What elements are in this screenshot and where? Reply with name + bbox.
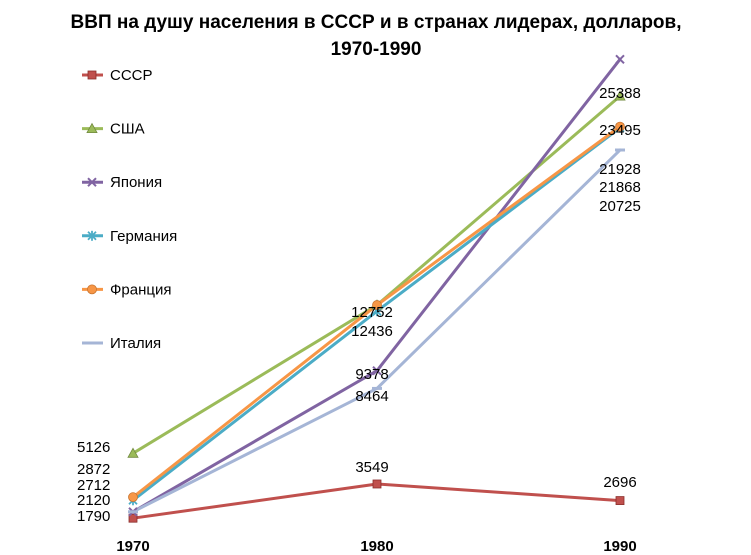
legend-label: СССР	[110, 67, 153, 84]
data-label-1980-8464: 8464	[355, 388, 388, 405]
data-label-1980-9378: 9378	[355, 366, 388, 383]
data-label-1980-3549: 3549	[355, 459, 388, 476]
data-label-1970-5126: 5126	[77, 439, 110, 456]
series-0-point-1990	[615, 496, 625, 505]
data-label-1970-2712: 2712	[77, 477, 110, 494]
data-label-1990-23495: 23495	[599, 122, 641, 139]
data-label-1990-25388: 25388	[599, 85, 641, 102]
data-label-1990-2696: 2696	[603, 474, 636, 491]
data-label-1980-12752: 12752	[351, 304, 393, 321]
legend-item-4: Франция	[82, 281, 171, 298]
series-0-point-1980	[372, 479, 382, 489]
data-label-1990-21868: 21868	[599, 179, 641, 196]
legend-item-1: США	[82, 121, 145, 138]
data-label-1970-2872: 2872	[77, 461, 110, 478]
legend-marker	[87, 177, 97, 187]
legend-label: Япония	[110, 174, 162, 191]
series-lines	[131, 57, 622, 520]
legend: СССР США Япония Германия Франция Италия	[82, 67, 177, 352]
legend-marker	[87, 70, 97, 80]
data-label-1970-2120: 2120	[77, 492, 110, 509]
series-1-point-1970	[127, 447, 139, 458]
legend-label: Франция	[110, 281, 171, 298]
series-1-point-1990	[614, 90, 626, 101]
x-tick-label: 1970	[116, 538, 149, 555]
series-4-point-1980	[372, 300, 382, 310]
legend-item-3: Германия	[82, 228, 177, 245]
data-label-1980-12436: 12436	[351, 323, 393, 340]
x-tick-label: 1990	[603, 538, 636, 555]
legend-item-5: Италия	[82, 335, 161, 352]
legend-marker	[86, 122, 98, 134]
legend-label: США	[110, 121, 145, 138]
legend-marker	[87, 284, 97, 295]
series-0-line	[131, 482, 622, 520]
series-0-point-1970	[128, 513, 138, 523]
legend-label: Германия	[110, 228, 177, 245]
series-2-point-1990	[615, 54, 625, 65]
data-label-1990-20725: 20725	[599, 198, 641, 215]
series-markers	[127, 54, 626, 523]
legend-label: Италия	[110, 335, 161, 352]
x-axis-ticks: 1970 1980 1990	[116, 538, 636, 555]
x-tick-label: 1980	[360, 538, 393, 555]
series-2-point-1980	[372, 365, 382, 376]
series-4-point-1970	[128, 492, 138, 503]
series-4-point-1990	[615, 121, 625, 132]
chart-subtitle: 1970-1990	[331, 39, 422, 60]
legend-marker	[87, 230, 97, 241]
legend-item-0: СССР	[82, 67, 153, 84]
chart-title: ВВП на душу населения в СССР и в странах…	[71, 12, 682, 33]
legend-item-2: Япония	[82, 174, 162, 191]
data-label-1990-21928: 21928	[599, 161, 641, 178]
data-label-1970-1790: 1790	[77, 508, 110, 525]
